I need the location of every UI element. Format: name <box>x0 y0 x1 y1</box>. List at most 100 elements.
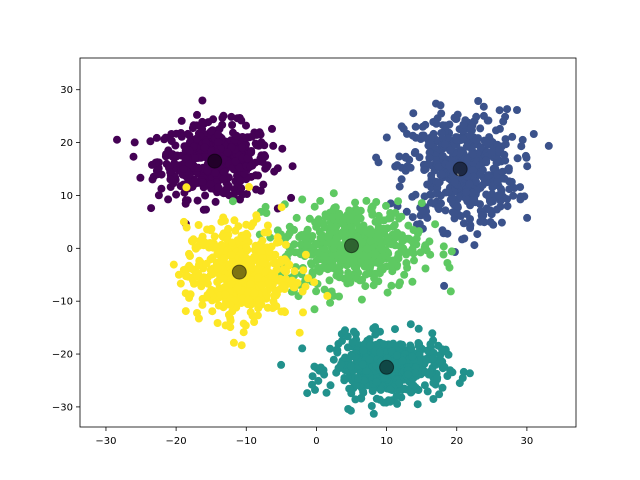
x-tick-label: −20 <box>166 436 187 447</box>
scatter-point <box>345 384 354 393</box>
scatter-point <box>400 270 409 279</box>
scatter-point <box>346 406 355 415</box>
scatter-point <box>374 217 383 226</box>
scatter-point <box>326 344 335 353</box>
scatter-point <box>314 376 323 385</box>
scatter-point <box>432 119 441 128</box>
scatter-point <box>252 214 261 223</box>
scatter-point <box>485 197 494 205</box>
scatter-point <box>185 249 193 258</box>
scatter-point <box>443 372 452 380</box>
scatter-point <box>499 117 508 126</box>
scatter-point <box>262 209 271 217</box>
scatter-point <box>228 258 237 267</box>
scatter-point <box>397 122 406 131</box>
scatter-point <box>359 388 368 397</box>
scatter-point <box>397 175 406 184</box>
scatter-point <box>268 272 276 280</box>
scatter-point <box>198 117 207 126</box>
scatter-point <box>311 385 319 394</box>
scatter-point <box>392 392 401 401</box>
scatter-point <box>254 141 263 150</box>
scatter-point <box>273 286 282 295</box>
scatter-point <box>351 198 360 207</box>
scatter-point <box>394 254 403 263</box>
scatter-point <box>236 176 245 185</box>
scatter-point <box>440 281 449 290</box>
scatter-point <box>332 223 341 232</box>
scatter-point <box>304 274 312 283</box>
scatter-point <box>529 130 538 138</box>
scatter-point <box>470 241 479 250</box>
scatter-point <box>227 112 236 121</box>
scatter-point <box>495 145 503 154</box>
scatter-point <box>329 189 338 198</box>
scatter-point <box>200 143 209 152</box>
scatter-point <box>293 279 302 287</box>
scatter-point <box>227 280 236 289</box>
scatter-point <box>269 297 278 306</box>
scatter-point <box>326 298 335 307</box>
scatter-point <box>310 278 319 287</box>
scatter-point <box>230 216 239 225</box>
scatter-point <box>279 281 288 290</box>
scatter-point <box>411 122 420 131</box>
scatter-point <box>364 251 373 260</box>
scatter-point <box>495 106 504 115</box>
scatter-point <box>152 133 161 142</box>
scatter-point <box>398 385 407 394</box>
scatter-point <box>459 135 468 144</box>
scatter-point <box>280 307 289 316</box>
scatter-point <box>415 153 424 162</box>
scatter-point <box>172 129 181 138</box>
scatter-point <box>129 152 138 161</box>
scatter-point <box>477 211 486 220</box>
scatter-point <box>458 374 467 382</box>
scatter-point <box>415 227 423 236</box>
scatter-point <box>165 162 174 171</box>
scatter-point <box>508 132 517 141</box>
scatter-point <box>238 143 246 152</box>
scatter-point <box>338 336 346 345</box>
scatter-point <box>191 154 199 163</box>
scatter-point <box>395 379 404 388</box>
scatter-point <box>349 258 358 267</box>
scatter-point <box>220 216 229 225</box>
scatter-point <box>329 355 338 364</box>
x-tick-label: 20 <box>450 436 463 447</box>
scatter-point <box>290 267 299 276</box>
scatter-point <box>242 243 251 252</box>
scatter-point <box>213 264 222 273</box>
scatter-point <box>426 140 435 149</box>
scatter-point <box>310 362 319 371</box>
scatter-point <box>235 163 244 172</box>
scatter-point <box>316 363 325 372</box>
scatter-point <box>421 355 430 364</box>
scatter-point <box>367 402 376 410</box>
scatter-point <box>232 131 241 140</box>
scatter-point <box>446 287 455 296</box>
scatter-point <box>391 208 400 217</box>
scatter-point <box>387 240 396 249</box>
scatter-point <box>459 120 468 129</box>
scatter-point <box>316 233 325 242</box>
scatter-point <box>281 240 290 249</box>
centroid-marker <box>379 359 395 375</box>
scatter-point <box>193 164 202 172</box>
scatter-point <box>447 247 456 256</box>
scatter-point <box>476 143 485 152</box>
scatter-point <box>408 245 417 254</box>
scatter-point <box>410 256 418 265</box>
scatter-point <box>198 178 207 186</box>
scatter-point <box>220 168 229 177</box>
scatter-point <box>208 307 217 316</box>
scatter-point <box>322 388 331 397</box>
scatter-point <box>167 136 176 145</box>
scatter-point <box>402 207 411 216</box>
scatter-point <box>223 148 232 157</box>
scatter-point <box>372 394 381 403</box>
scatter-point <box>468 150 477 159</box>
scatter-point <box>218 120 227 129</box>
scatter-point <box>343 332 352 341</box>
